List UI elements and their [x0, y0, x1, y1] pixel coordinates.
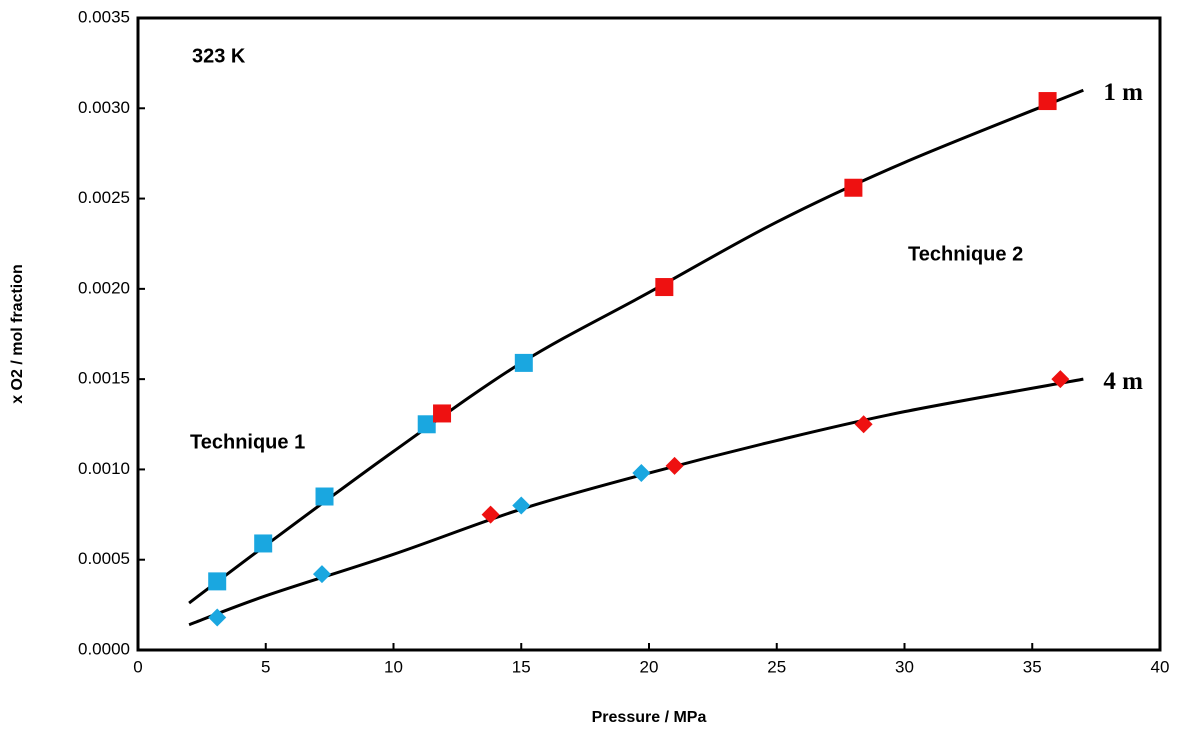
y-tick-label: 0.0020: [78, 278, 130, 297]
square-marker: [514, 353, 533, 372]
x-tick-label: 35: [1023, 657, 1042, 676]
x-tick-label: 40: [1151, 657, 1170, 676]
square-marker: [208, 572, 227, 591]
square-marker: [655, 278, 674, 297]
y-tick-label: 0.0035: [78, 7, 130, 26]
diamond-marker: [208, 608, 227, 627]
fit-curve: [188, 377, 1084, 627]
x-tick-label: 30: [895, 657, 914, 676]
annotation: Technique 2: [908, 243, 1023, 265]
y-tick-label: 0.0025: [78, 188, 130, 207]
x-tick-label: 0: [133, 657, 142, 676]
y-tick-label: 0.0000: [78, 639, 130, 658]
curve-label: 4 m: [1103, 368, 1143, 395]
fit-curve: [188, 88, 1084, 605]
diamond-marker: [1051, 370, 1070, 389]
x-tick-label: 5: [261, 657, 270, 676]
x-tick-label: 20: [640, 657, 659, 676]
x-tick-label: 15: [512, 657, 531, 676]
y-tick-label: 0.0030: [78, 98, 130, 117]
square-marker: [433, 404, 452, 423]
x-axis-title: Pressure / MPa: [592, 709, 707, 726]
y-tick-label: 0.0010: [78, 459, 130, 478]
y-tick-label: 0.0015: [78, 369, 130, 388]
square-marker: [844, 178, 863, 197]
diamond-marker: [312, 565, 331, 584]
diamond-marker: [854, 415, 873, 434]
diamond-marker: [512, 496, 531, 515]
x-tick-label: 25: [767, 657, 786, 676]
square-marker: [417, 415, 436, 434]
square-marker: [254, 534, 273, 553]
diamond-marker: [665, 456, 684, 475]
square-marker: [1038, 92, 1057, 111]
y-tick-label: 0.0005: [78, 549, 130, 568]
y-axis-title: x O2 / mol fraction: [9, 264, 26, 404]
curve-label: 1 m: [1103, 79, 1143, 106]
diamond-marker: [632, 464, 651, 483]
plot-frame: [136, 16, 1162, 652]
annotation: Technique 1: [190, 431, 305, 453]
annotation: 323 K: [192, 45, 246, 67]
diamond-marker: [481, 505, 500, 524]
square-marker: [315, 487, 334, 506]
x-tick-label: 10: [384, 657, 403, 676]
